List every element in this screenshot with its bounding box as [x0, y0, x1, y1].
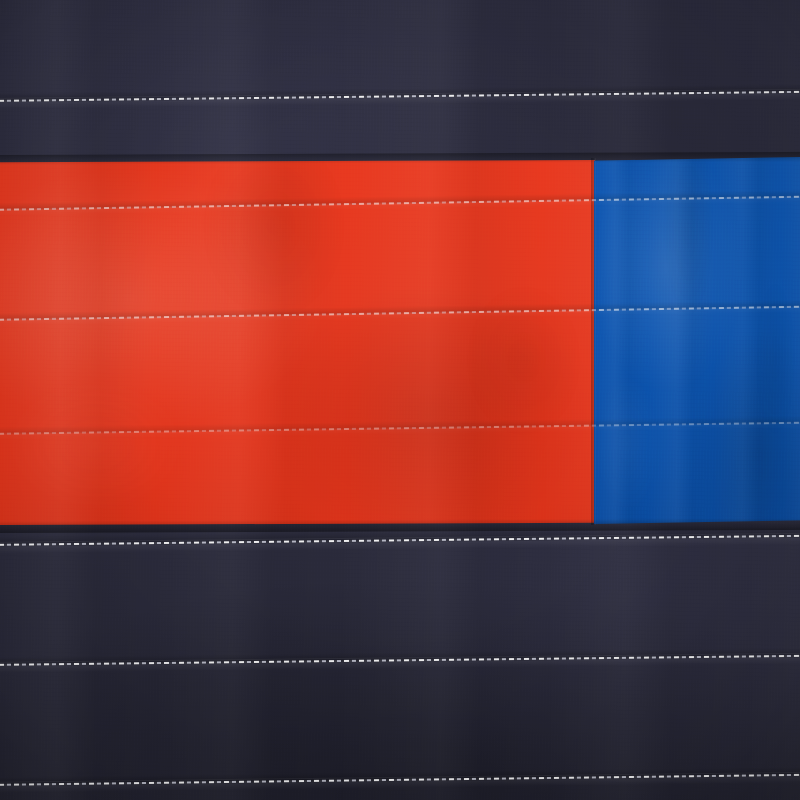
red-band-sheen [0, 160, 595, 525]
red-flag-band [0, 160, 595, 525]
blue-flag-band [594, 157, 800, 524]
red-band-wrinkles [0, 160, 595, 525]
blue-band-wrinkles [594, 157, 800, 524]
blue-band-sheen [594, 157, 800, 524]
